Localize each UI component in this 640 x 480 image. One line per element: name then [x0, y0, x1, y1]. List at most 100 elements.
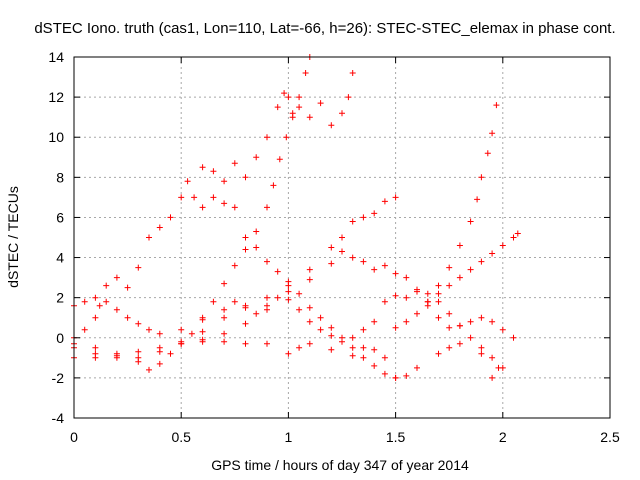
data-point: [328, 260, 335, 267]
data-point: [467, 218, 474, 225]
data-point: [478, 350, 485, 357]
data-point: [124, 314, 131, 321]
data-point: [328, 244, 335, 251]
y-axis-label: dSTEC / TECUs: [5, 186, 21, 288]
data-point: [456, 242, 463, 249]
data-point: [242, 234, 249, 241]
data-point: [242, 304, 249, 311]
data-point: [199, 316, 206, 323]
data-point: [113, 350, 120, 357]
data-point: [446, 310, 453, 317]
data-point: [499, 242, 506, 249]
y-tick-label: 8: [56, 169, 64, 185]
data-point: [231, 262, 238, 269]
y-tick-label: 0: [56, 330, 64, 346]
data-point: [242, 340, 249, 347]
data-point: [339, 110, 345, 117]
data-point: [349, 352, 356, 359]
data-point: [403, 274, 410, 281]
data-point: [467, 318, 474, 325]
data-point: [96, 302, 103, 309]
data-point: [435, 290, 442, 297]
data-point: [124, 284, 131, 291]
data-point: [435, 298, 442, 305]
data-point: [339, 234, 345, 241]
data-point: [456, 322, 463, 329]
data-point: [306, 276, 313, 283]
data-point: [328, 122, 335, 129]
data-point: [283, 134, 290, 141]
x-tick-label: 1.5: [386, 429, 406, 445]
data-point: [156, 348, 163, 355]
data-point: [478, 174, 485, 181]
data-point: [317, 100, 324, 107]
data-point: [231, 298, 238, 305]
data-point: [210, 298, 217, 305]
data-point: [371, 210, 378, 217]
x-tick-label: 2.5: [600, 429, 620, 445]
data-point: [414, 310, 420, 317]
data-point: [510, 334, 517, 341]
data-point: [403, 294, 410, 301]
data-point: [221, 200, 228, 207]
series-s4: [71, 286, 502, 371]
data-point: [167, 214, 174, 221]
data-point: [221, 306, 228, 313]
data-point: [392, 324, 399, 331]
data-point: [156, 330, 163, 337]
x-axis-label: GPS time / hours of day 347 of year 2014: [211, 457, 469, 473]
data-point: [339, 334, 345, 341]
data-point: [446, 264, 453, 271]
data-point: [285, 288, 292, 295]
data-point: [285, 94, 292, 101]
data-point: [381, 198, 388, 205]
data-point: [274, 268, 281, 275]
data-point: [264, 258, 270, 265]
data-point: [489, 250, 496, 257]
plot-frame: [73, 56, 611, 419]
data-point: [242, 174, 249, 181]
data-point: [510, 234, 517, 241]
data-point: [296, 104, 303, 111]
data-point: [92, 350, 99, 357]
data-point: [221, 280, 228, 287]
data-point: [360, 258, 367, 265]
data-point: [242, 246, 249, 253]
data-point: [264, 306, 270, 313]
x-tick-label: 0: [70, 429, 78, 445]
series-s6: [199, 164, 399, 381]
data-point: [360, 214, 367, 221]
data-point: [467, 266, 474, 273]
y-tick-label: 10: [48, 129, 64, 145]
data-point: [81, 298, 88, 305]
data-point: [371, 346, 378, 353]
data-point: [146, 366, 152, 373]
data-point: [264, 134, 270, 141]
data-point: [349, 344, 356, 351]
series-s7: [199, 248, 517, 345]
data-point: [188, 330, 195, 337]
data-point: [210, 168, 217, 175]
data-point: [478, 344, 485, 351]
data-point: [199, 164, 206, 171]
data-point: [456, 274, 463, 281]
data-point: [339, 248, 345, 255]
data-point: [306, 114, 313, 121]
data-point: [253, 154, 260, 161]
data-point: [103, 282, 110, 289]
data-point: [306, 340, 313, 347]
axis-ticks: 0 0.5 1 1.5 2 2.5 -4 -2 0 2 4 6 8 10 12 14: [48, 49, 620, 445]
series-s5: [71, 194, 399, 361]
data-point: [135, 320, 142, 327]
data-point: [302, 70, 309, 76]
series-s8: [392, 102, 500, 331]
data-point: [349, 334, 356, 341]
grid: [74, 57, 610, 418]
data-point: [493, 102, 500, 109]
data-point: [285, 350, 292, 357]
chart-title: dSTEC Iono. truth (cas1, Lon=110, Lat=-6…: [34, 20, 615, 37]
x-tick-label: 1: [285, 429, 293, 445]
series-s2: [71, 70, 356, 347]
y-tick-label: 6: [56, 209, 64, 225]
data-point: [349, 70, 356, 76]
